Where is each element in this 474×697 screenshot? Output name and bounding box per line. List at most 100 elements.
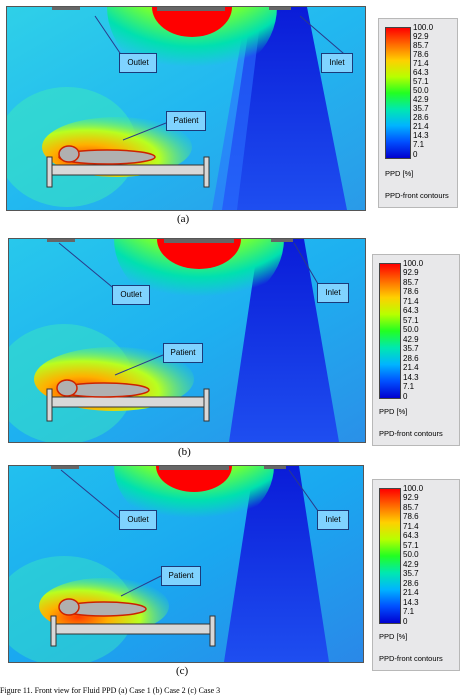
tick-label: 85.7 xyxy=(403,278,419,287)
tick-label: 57.1 xyxy=(403,541,419,550)
inlet-vent xyxy=(271,239,293,242)
supply-diffuser xyxy=(164,239,234,243)
ppd-contour-field: Outlet Inlet Patient xyxy=(6,6,366,211)
tick-label: 71.4 xyxy=(403,297,419,306)
patient-callout: Patient xyxy=(163,343,203,363)
outlet-callout: Outlet xyxy=(112,285,150,305)
outlet-vent xyxy=(52,7,80,10)
patient-body xyxy=(56,379,150,398)
patient-body xyxy=(58,145,156,165)
patient-leader-line xyxy=(114,354,164,376)
panel-label: (b) xyxy=(178,446,191,458)
tick-label: 57.1 xyxy=(403,316,419,325)
tick-label: 28.6 xyxy=(413,113,429,122)
color-scale-bar xyxy=(385,27,411,159)
outlet-vent xyxy=(51,466,79,469)
tick-label: 35.7 xyxy=(413,104,429,113)
patient-leader-line xyxy=(122,122,167,141)
outlet-leader-line xyxy=(58,242,118,292)
inlet-callout: Inlet xyxy=(317,283,349,303)
tick-label: 71.4 xyxy=(413,59,429,68)
tick-label: 85.7 xyxy=(413,41,429,50)
supply-diffuser xyxy=(157,7,225,11)
tick-label: 28.6 xyxy=(403,354,419,363)
hospital-bed xyxy=(46,156,210,188)
inlet-callout: Inlet xyxy=(321,53,353,73)
tick-label: 42.9 xyxy=(413,95,429,104)
tick-label: 85.7 xyxy=(403,503,419,512)
tick-label: 92.9 xyxy=(403,268,419,277)
tick-label: 92.9 xyxy=(403,493,419,502)
tick-label: 21.4 xyxy=(413,122,429,131)
ppd-legend: 100.0 92.9 85.7 78.6 71.4 64.3 57.1 50.0… xyxy=(372,479,460,671)
legend-unit-label: PPD [%] xyxy=(379,632,408,641)
tick-label: 100.0 xyxy=(403,484,424,493)
panel-a: Outlet Inlet Patient 100.0 92.9 85.7 78.… xyxy=(0,0,474,230)
outlet-callout: Outlet xyxy=(119,510,157,530)
color-scale-bar xyxy=(379,263,401,399)
ppd-legend: 100.0 92.9 85.7 78.6 71.4 64.3 57.1 50.0… xyxy=(378,18,458,208)
tick-label: 92.9 xyxy=(413,32,429,41)
tick-label: 64.3 xyxy=(403,531,419,540)
tick-label: 28.6 xyxy=(403,579,419,588)
outlet-vent xyxy=(47,239,75,242)
color-scale-bar xyxy=(379,488,401,624)
tick-label: 7.1 xyxy=(413,140,425,149)
tick-label: 78.6 xyxy=(403,512,419,521)
inlet-leader-line xyxy=(293,242,322,290)
contour-plot xyxy=(9,466,363,662)
tick-label: 35.7 xyxy=(403,569,419,578)
outlet-leader-line xyxy=(60,469,120,519)
figure-caption: Figure 11. Front view for Fluid PPD (a) … xyxy=(0,686,221,695)
panel-label: (c) xyxy=(176,665,189,677)
contour-plot xyxy=(9,239,365,442)
ppd-legend: 100.0 92.9 85.7 78.6 71.4 64.3 57.1 50.0… xyxy=(372,254,460,446)
outlet-callout: Outlet xyxy=(119,53,157,73)
tick-label: 0 xyxy=(413,150,418,159)
patient-callout: Patient xyxy=(166,111,206,131)
inlet-leader-line xyxy=(299,15,351,60)
tick-label: 14.3 xyxy=(403,373,419,382)
tick-label: 7.1 xyxy=(403,607,415,616)
panel-label: (a) xyxy=(177,213,190,225)
inlet-callout: Inlet xyxy=(317,510,349,530)
legend-title: PPD-front contours xyxy=(379,429,443,438)
legend-unit-label: PPD [%] xyxy=(385,169,414,178)
tick-label: 42.9 xyxy=(403,560,419,569)
hospital-bed xyxy=(50,615,216,647)
tick-label: 50.0 xyxy=(403,325,419,334)
tick-label: 71.4 xyxy=(403,522,419,531)
tick-label: 0 xyxy=(403,392,408,401)
tick-label: 35.7 xyxy=(403,344,419,353)
tick-label: 78.6 xyxy=(413,50,429,59)
supply-diffuser xyxy=(159,466,229,470)
hospital-bed xyxy=(46,388,210,422)
tick-label: 64.3 xyxy=(413,68,429,77)
panel-b: Outlet Inlet Patient 100.0 92.9 85.7 78.… xyxy=(0,230,474,465)
tick-label: 14.3 xyxy=(413,131,429,140)
inlet-vent xyxy=(264,466,286,469)
tick-label: 100.0 xyxy=(403,259,424,268)
tick-label: 57.1 xyxy=(413,77,429,86)
tick-label: 64.3 xyxy=(403,306,419,315)
tick-label: 42.9 xyxy=(403,335,419,344)
patient-leader-line xyxy=(120,575,162,597)
tick-label: 78.6 xyxy=(403,287,419,296)
legend-title: PPD-front contours xyxy=(379,654,443,663)
panel-c: Outlet Inlet Patient 100.0 92.9 85.7 78.… xyxy=(0,465,474,685)
legend-unit-label: PPD [%] xyxy=(379,407,408,416)
tick-label: 7.1 xyxy=(403,382,415,391)
contour-plot xyxy=(7,7,365,210)
tick-label: 0 xyxy=(403,617,408,626)
outlet-leader-line xyxy=(94,15,125,60)
tick-label: 14.3 xyxy=(403,598,419,607)
legend-title: PPD-front contours xyxy=(385,191,449,200)
tick-label: 50.0 xyxy=(403,550,419,559)
ppd-contour-field: Outlet Inlet Patient xyxy=(8,465,364,663)
tick-label: 21.4 xyxy=(403,363,419,372)
tick-label: 21.4 xyxy=(403,588,419,597)
patient-body xyxy=(58,598,147,617)
inlet-vent xyxy=(269,7,291,10)
ppd-contour-field: Outlet Inlet Patient xyxy=(8,238,366,443)
tick-label: 50.0 xyxy=(413,86,429,95)
